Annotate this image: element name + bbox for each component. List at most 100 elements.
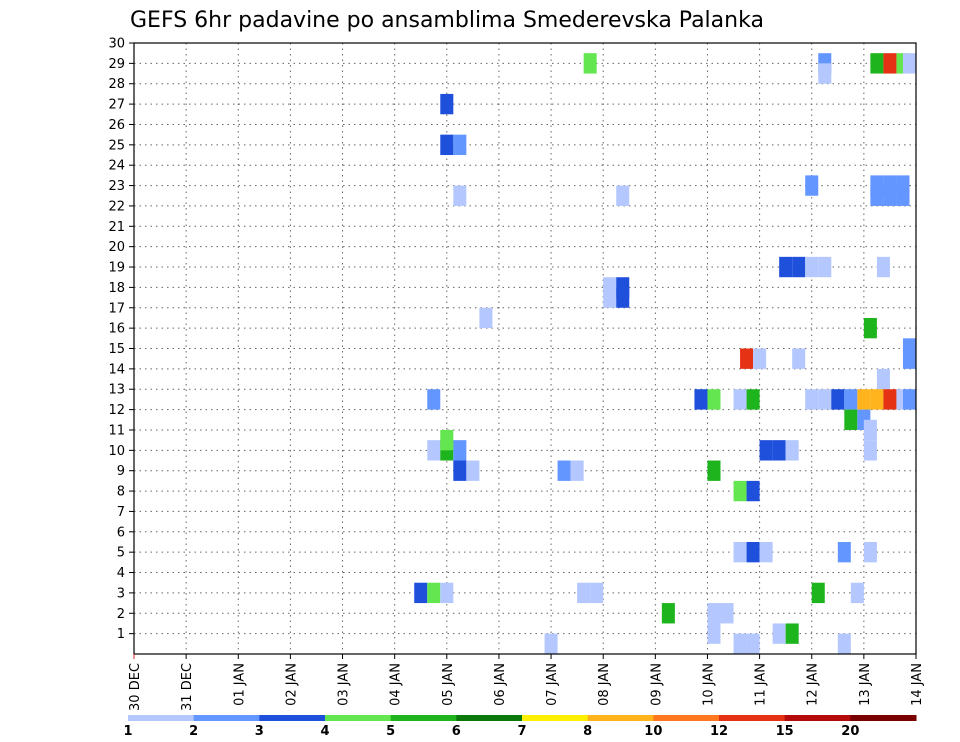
y-tick-label: 16 xyxy=(108,322,125,337)
precip-cell xyxy=(883,185,897,206)
precip-cell xyxy=(818,63,832,84)
legend-swatch xyxy=(587,715,654,721)
y-tick-label: 24 xyxy=(108,159,125,174)
precip-cell xyxy=(733,389,747,410)
precip-cell xyxy=(785,440,799,461)
grid-lines xyxy=(134,43,916,654)
x-tick-label: 31 DEC xyxy=(180,663,195,711)
y-tick-label: 26 xyxy=(108,118,125,133)
precip-cell xyxy=(772,440,786,461)
precip-cell xyxy=(616,287,630,308)
y-tick-label: 22 xyxy=(108,199,125,214)
precip-cell xyxy=(427,389,441,410)
precip-cell xyxy=(453,134,467,156)
y-tick-label: 17 xyxy=(108,301,125,316)
legend-label: 4 xyxy=(320,724,329,739)
precip-cell xyxy=(883,53,897,74)
y-tick-label: 23 xyxy=(108,179,125,194)
x-tick-label: 10 JAN xyxy=(701,663,716,706)
precip-cell xyxy=(785,623,799,644)
precipitation-cells xyxy=(414,53,916,654)
legend-label: 10 xyxy=(644,724,662,739)
y-tick-label: 28 xyxy=(108,77,125,92)
y-tick-label: 18 xyxy=(108,281,125,296)
precip-cell xyxy=(746,633,760,654)
precip-cell xyxy=(876,256,890,278)
precip-cell xyxy=(616,185,630,206)
legend-label: 1 xyxy=(123,724,132,739)
y-tick-label: 2 xyxy=(117,607,125,622)
y-tick-label: 21 xyxy=(108,220,125,235)
precip-cell xyxy=(779,256,793,278)
precip-cell xyxy=(870,185,884,206)
precip-cell xyxy=(440,429,454,451)
precip-cell xyxy=(707,460,721,481)
precip-cell xyxy=(844,409,858,430)
precip-cell xyxy=(863,419,877,441)
legend-swatch xyxy=(850,715,917,721)
precip-cell xyxy=(440,134,454,156)
precip-cell xyxy=(694,389,708,410)
precip-cell xyxy=(707,389,721,410)
precip-cell xyxy=(863,440,877,461)
legend-swatch xyxy=(259,715,326,721)
x-tick-label: 01 JAN xyxy=(232,663,247,706)
precip-cell xyxy=(818,256,832,278)
y-tick-label: 19 xyxy=(108,261,125,276)
precip-cell xyxy=(759,541,773,563)
precip-cell xyxy=(863,317,877,339)
precip-cell xyxy=(720,603,734,624)
precip-cell xyxy=(733,480,747,502)
precip-cell xyxy=(746,480,760,502)
x-tick-label: 08 JAN xyxy=(597,663,612,706)
x-tick-label: 07 JAN xyxy=(545,663,560,706)
precip-cell xyxy=(466,460,480,481)
x-tick-label: 30 DEC xyxy=(128,663,143,711)
legend-swatch xyxy=(128,715,195,721)
precip-cell xyxy=(896,185,910,206)
x-tick-label: 05 JAN xyxy=(441,663,456,706)
y-tick-label: 29 xyxy=(108,57,125,72)
precip-cell xyxy=(837,633,851,654)
precip-cell xyxy=(733,541,747,563)
precip-cell xyxy=(479,307,493,329)
x-tick-label: 09 JAN xyxy=(649,663,664,706)
legend-label: 7 xyxy=(517,724,526,739)
precip-cell xyxy=(414,582,428,604)
precip-cell xyxy=(661,603,675,624)
legend-swatch xyxy=(456,715,523,721)
precip-cell xyxy=(570,460,584,481)
precip-cell xyxy=(453,185,467,206)
y-tick-label: 13 xyxy=(108,383,125,398)
legend-swatch xyxy=(784,715,851,721)
legend-label: 8 xyxy=(583,724,592,739)
precip-cell xyxy=(440,93,454,115)
precip-cell xyxy=(577,582,591,604)
y-tick-label: 7 xyxy=(117,505,125,520)
y-axis-members: 1234567891011121314151617181920212223242… xyxy=(108,37,134,642)
precip-cell xyxy=(753,348,767,369)
precip-cell xyxy=(831,389,845,410)
precip-cell xyxy=(740,348,754,369)
precip-cell xyxy=(707,603,721,624)
precip-cell xyxy=(583,53,597,74)
precip-cell xyxy=(792,256,806,278)
precip-cell xyxy=(772,623,786,644)
color-scale-legend: 1 2 3 4 5 6 7 8 10 12 15 20 xyxy=(123,715,917,739)
x-tick-label: 06 JAN xyxy=(493,663,508,706)
precip-cell xyxy=(557,460,571,481)
precip-cell xyxy=(870,389,884,410)
chart-title: GEFS 6hr padavine po ansamblima Smederev… xyxy=(130,8,764,33)
precip-cell xyxy=(759,440,773,461)
precip-cell xyxy=(902,53,916,74)
x-tick-label: 02 JAN xyxy=(284,663,299,706)
x-tick-label: 03 JAN xyxy=(337,663,352,706)
legend-label: 20 xyxy=(841,724,859,739)
precip-cell xyxy=(811,582,825,604)
x-tick-label: 13 JAN xyxy=(858,663,873,706)
precip-cell xyxy=(707,623,721,644)
legend-label: 12 xyxy=(710,724,728,739)
precip-cell xyxy=(792,348,806,369)
legend-swatch xyxy=(719,715,786,721)
